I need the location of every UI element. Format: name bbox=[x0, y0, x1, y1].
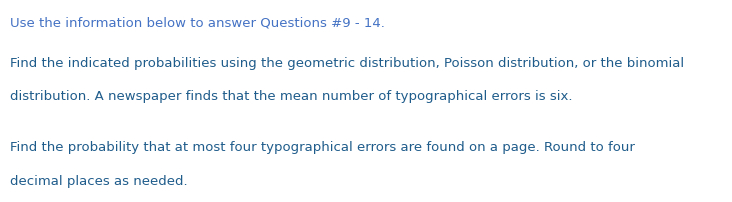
Text: decimal places as needed.: decimal places as needed. bbox=[10, 175, 187, 188]
Text: Use the information below to answer Questions #9 - 14.: Use the information below to answer Ques… bbox=[10, 16, 384, 29]
Text: distribution. A newspaper finds that the mean number of typographical errors is : distribution. A newspaper finds that the… bbox=[10, 90, 572, 103]
Text: Find the probability that at most four typographical errors are found on a page.: Find the probability that at most four t… bbox=[10, 141, 635, 154]
Text: Find the indicated probabilities using the geometric distribution, Poisson distr: Find the indicated probabilities using t… bbox=[10, 57, 684, 69]
